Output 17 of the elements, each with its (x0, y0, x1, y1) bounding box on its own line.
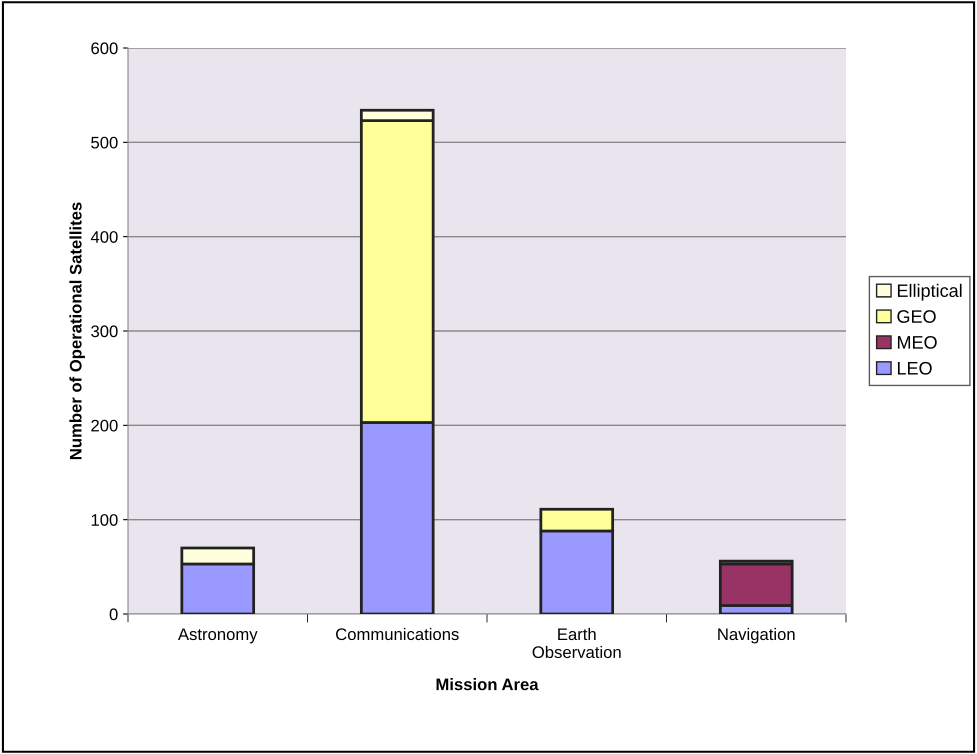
legend-label: GEO (897, 310, 936, 323)
y-axis-title: Number of Operational Satellites (69, 202, 85, 460)
legend-label: MEO (898, 336, 937, 349)
legend-label: Elliptical (898, 284, 962, 301)
y-tick-label: 400 (90, 231, 118, 243)
x-tick-label: Earth Observation (532, 628, 621, 658)
y-tick-label: 200 (91, 420, 118, 432)
y-tick-label: 0 (110, 608, 118, 620)
y-tick-label: 300 (91, 325, 118, 338)
y-tick-label: 500 (91, 136, 118, 149)
legend-label: LEO (898, 362, 932, 375)
x-tick-label: Astronomy (178, 628, 258, 644)
y-tick-label: 100 (92, 514, 118, 526)
x-tick-label: Communications (336, 628, 459, 640)
x-tick-label: Navigation (718, 628, 795, 644)
y-tick-label: 600 (91, 42, 118, 54)
x-axis-title: Mission Area (436, 678, 539, 690)
